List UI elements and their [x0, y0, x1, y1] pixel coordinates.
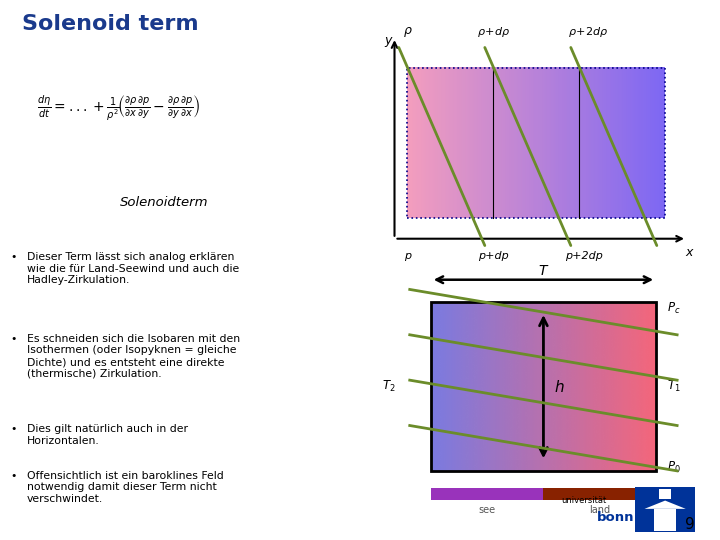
Text: •: •: [11, 252, 17, 262]
Text: Solenoid term: Solenoid term: [22, 14, 198, 33]
Text: $\rho$: $\rho$: [402, 25, 413, 39]
Bar: [654, 509, 676, 531]
Text: universität: universität: [562, 496, 607, 505]
Text: $P_0$: $P_0$: [667, 460, 680, 475]
Text: Dies gilt natürlich auch in der
Horizontalen.: Dies gilt natürlich auch in der Horizont…: [27, 424, 188, 446]
Text: x: x: [685, 246, 693, 259]
Text: see: see: [479, 504, 495, 515]
Polygon shape: [644, 501, 685, 509]
Text: $\rho\!+\!d\rho$: $\rho\!+\!d\rho$: [477, 25, 510, 39]
Text: 9: 9: [685, 517, 695, 532]
Text: Offensichtlich ist ein baroklines Feld
notwendig damit dieser Term nicht
verschw: Offensichtlich ist ein baroklines Feld n…: [27, 471, 223, 504]
Text: y: y: [384, 34, 392, 47]
Bar: [431, 302, 656, 471]
Text: $T_1$: $T_1$: [667, 379, 680, 394]
Text: $P_c$: $P_c$: [667, 301, 680, 316]
Bar: [544, 488, 656, 500]
Text: $\frac{d\eta}{dt} = ...+ \frac{1}{\rho^2}\!\left(\frac{\partial\rho}{\partial x}: $\frac{d\eta}{dt} = ...+ \frac{1}{\rho^2…: [37, 94, 201, 124]
Text: •: •: [11, 334, 17, 344]
Text: •: •: [11, 424, 17, 434]
Text: Dieser Term lässt sich analog erklären
wie die für Land-Seewind und auch die
Had: Dieser Term lässt sich analog erklären w…: [27, 252, 239, 285]
Text: land: land: [589, 504, 611, 515]
Bar: [635, 488, 696, 532]
Text: $\rho\!+\!2d\rho$: $\rho\!+\!2d\rho$: [568, 25, 608, 39]
Text: p+2dp: p+2dp: [564, 251, 603, 261]
Text: $h$: $h$: [554, 379, 564, 395]
Text: $T$: $T$: [538, 264, 549, 278]
Text: p: p: [404, 251, 411, 261]
Bar: [408, 68, 665, 218]
Text: p+dp: p+dp: [478, 251, 509, 261]
Text: $T_2$: $T_2$: [382, 379, 395, 394]
Text: Es schneiden sich die Isobaren mit den
Isothermen (oder Isopyknen = gleiche
Dich: Es schneiden sich die Isobaren mit den I…: [27, 334, 240, 379]
Bar: [431, 488, 544, 500]
Text: •: •: [11, 471, 17, 481]
Bar: [659, 489, 672, 499]
Text: bonn: bonn: [598, 511, 635, 524]
Text: Solenoidterm: Solenoidterm: [120, 196, 208, 209]
